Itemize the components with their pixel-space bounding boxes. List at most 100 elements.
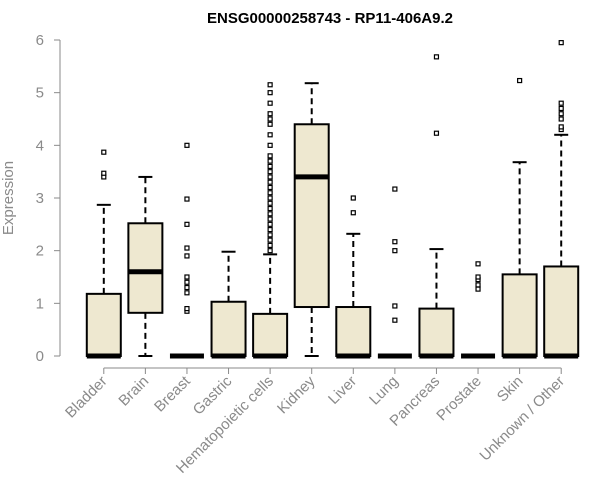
outlier-point — [267, 205, 273, 212]
outlier-point — [267, 142, 273, 148]
outlier-point — [392, 239, 398, 245]
x-tick-label: Lung — [366, 373, 402, 409]
outlier-point — [475, 282, 481, 288]
outlier-point — [392, 317, 398, 323]
outlier-point — [267, 153, 273, 159]
outlier-point — [267, 163, 273, 169]
outlier-point — [184, 245, 190, 251]
x-tick-label: Bladder — [62, 373, 111, 422]
outlier-point — [392, 186, 398, 192]
outlier-point — [267, 174, 273, 180]
outlier-point — [184, 306, 190, 312]
y-tick-label: 1 — [36, 295, 44, 312]
box-breast — [169, 142, 204, 359]
outlier-point — [558, 124, 564, 130]
y-tick-label: 3 — [36, 190, 44, 207]
outlier-point — [267, 121, 273, 127]
box-body — [501, 273, 538, 357]
y-tick-label: 0 — [36, 348, 44, 365]
box-liver — [335, 195, 372, 359]
box-unknown-other — [543, 40, 580, 359]
outlier-point — [558, 100, 564, 106]
y-tick-label: 5 — [36, 85, 44, 102]
outlier-point — [475, 261, 481, 267]
outlier-point — [267, 169, 273, 175]
outlier-point — [267, 216, 273, 222]
outlier-point — [184, 274, 190, 280]
x-tick-label: Breast — [151, 372, 194, 415]
outlier-point — [267, 82, 273, 88]
outlier-point — [267, 111, 273, 117]
y-axis: 0 1 2 3 4 5 6 — [36, 32, 61, 365]
y-axis-label: Expression — [0, 161, 17, 235]
outlier-point — [475, 274, 481, 280]
outlier-point — [350, 195, 356, 201]
box-kidney — [293, 82, 330, 357]
box-body — [252, 312, 289, 358]
x-tick-label: Skin — [494, 373, 527, 406]
outlier-point — [267, 195, 273, 201]
box-body — [127, 222, 164, 314]
box-gastric — [210, 250, 247, 359]
outlier-point — [267, 158, 273, 164]
outlier-point — [184, 279, 190, 285]
box-body — [543, 265, 580, 358]
outlier-point — [267, 232, 273, 238]
box-body — [335, 306, 372, 357]
y-tick-label: 6 — [36, 32, 44, 49]
boxes-group — [85, 40, 580, 359]
outlier-point — [267, 237, 273, 243]
outlier-point — [267, 190, 273, 196]
y-tick-label: 4 — [36, 137, 44, 154]
box-body — [85, 292, 122, 357]
box-prostate — [461, 261, 496, 359]
outlier-point — [184, 142, 190, 148]
outlier-point — [267, 116, 273, 122]
outlier-point — [267, 132, 273, 138]
outlier-point — [267, 184, 273, 191]
outlier-point — [101, 149, 107, 155]
outlier-point — [392, 303, 398, 309]
x-tick-label: Liver — [325, 373, 360, 408]
outlier-point — [558, 105, 564, 112]
outlier-point — [517, 77, 523, 84]
outlier-point — [184, 196, 190, 202]
outlier-point — [433, 54, 440, 60]
box-skin — [501, 77, 538, 359]
outlier-point — [184, 284, 190, 291]
outlier-point — [267, 221, 273, 227]
outlier-point — [101, 170, 107, 176]
outlier-point — [558, 111, 564, 117]
outlier-point — [267, 227, 273, 233]
box-body — [293, 123, 330, 309]
outlier-point — [184, 221, 190, 227]
outlier-point — [392, 248, 398, 254]
outlier-point — [184, 253, 190, 259]
outlier-point — [267, 200, 273, 206]
box-body — [210, 300, 247, 357]
box-body — [418, 307, 455, 358]
outlier-point — [475, 286, 481, 292]
box-pancreas — [418, 54, 455, 359]
outlier-point — [267, 90, 273, 96]
outlier-point — [184, 290, 190, 296]
outlier-point — [558, 116, 564, 122]
outlier-point — [433, 130, 440, 136]
outlier-point — [267, 211, 273, 217]
y-tick-label: 2 — [36, 243, 44, 260]
x-tick-label: Brain — [115, 373, 152, 410]
box-bladder — [85, 149, 122, 359]
x-tick-label: Kidney — [274, 372, 319, 417]
outlier-point — [267, 179, 273, 185]
box-brain — [127, 175, 164, 357]
chart-title: ENSG00000258743 - RP11-406A9.2 — [207, 10, 453, 27]
outlier-point — [267, 100, 273, 106]
box-hematopoietic-cells — [252, 82, 289, 359]
outlier-point — [558, 40, 564, 46]
outlier-point — [267, 242, 273, 248]
outlier-point — [267, 248, 273, 254]
box-lung — [377, 186, 412, 359]
